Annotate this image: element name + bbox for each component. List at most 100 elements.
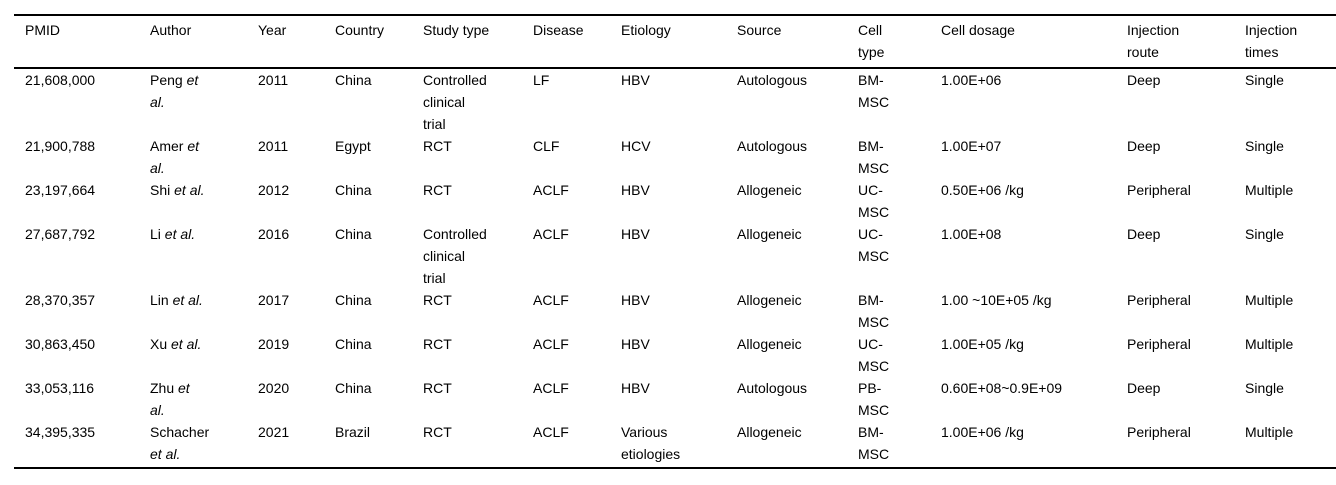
author-etal: et al. xyxy=(174,182,205,198)
cell-source: Autologous xyxy=(737,380,808,396)
cell-disease: LF xyxy=(533,72,550,88)
author-etal: et al. xyxy=(150,446,181,462)
cell-cell-dosage: 1.00E+07 xyxy=(941,138,1002,154)
author-etal: et al. xyxy=(172,292,203,308)
col-header-disease: Disease xyxy=(522,15,610,69)
table-row: 28,370,357 Lin et al. 2017 China RCT ACL… xyxy=(14,289,1336,333)
col-header-etiology: Etiology xyxy=(610,15,726,69)
table-row: 30,863,450 Xu et al. 2019 China RCT ACLF… xyxy=(14,333,1336,377)
cell-country: China xyxy=(335,226,372,242)
cell-study-type: RCT xyxy=(423,336,452,352)
author-name: Li xyxy=(150,226,161,242)
cell-cell-dosage: 1.00 ~10E+05 /kg xyxy=(941,292,1052,308)
studies-table: PMID Author Year Country Study type Dise… xyxy=(14,14,1336,469)
author-etal: et al. xyxy=(171,336,202,352)
cell-pmid: 30,863,450 xyxy=(25,336,96,352)
table-row: 21,900,788 Amer et al. 2011 Egypt RCT CLF… xyxy=(14,135,1336,179)
cell-injection-route: Peripheral xyxy=(1127,292,1191,308)
header-row: PMID Author Year Country Study type Dise… xyxy=(14,15,1336,69)
cell-study-type: Controlled clinical trial xyxy=(423,226,487,286)
author-al: al. xyxy=(150,94,165,110)
author-name: Amer xyxy=(150,138,184,154)
cell-injection-times: Single xyxy=(1245,380,1284,396)
table-row: 23,197,664 Shi et al. 2012 China RCT ACL… xyxy=(14,179,1336,223)
cell-disease: ACLF xyxy=(533,226,569,242)
cell-author: Amer et al. xyxy=(139,135,247,179)
author-et: et xyxy=(186,72,199,88)
cell-study-type: RCT xyxy=(423,182,452,198)
author-et: et xyxy=(178,380,190,396)
cell-cell-type: PB- MSC xyxy=(858,380,890,418)
cell-pmid: 28,370,357 xyxy=(25,292,96,308)
cell-etiology: HBV xyxy=(621,336,650,352)
cell-source: Autologous xyxy=(737,72,808,88)
cell-country: Brazil xyxy=(335,424,371,440)
col-header-cell-dosage: Cell dosage xyxy=(930,15,1116,69)
cell-country: China xyxy=(335,336,372,352)
cell-country: Egypt xyxy=(335,138,371,154)
cell-etiology: HCV xyxy=(621,138,651,154)
cell-author: Shi et al. xyxy=(139,179,247,223)
author-name: Schacher xyxy=(150,424,210,440)
cell-source: Allogeneic xyxy=(737,424,802,440)
cell-study-type: RCT xyxy=(423,380,452,396)
cell-source: Autologous xyxy=(737,138,808,154)
col-header-country: Country xyxy=(324,15,412,69)
cell-year: 2011 xyxy=(258,138,289,154)
cell-country: China xyxy=(335,380,372,396)
cell-etiology: HBV xyxy=(621,292,650,308)
cell-injection-route: Deep xyxy=(1127,138,1161,154)
cell-etiology: Various etiologies xyxy=(621,424,681,462)
cell-source: Allogeneic xyxy=(737,336,802,352)
cell-cell-type: BM- MSC xyxy=(858,138,890,176)
cell-study-type: RCT xyxy=(423,138,452,154)
cell-source: Allogeneic xyxy=(737,226,802,242)
cell-author: Li et al. xyxy=(139,223,247,289)
cell-cell-type: BM- MSC xyxy=(858,424,890,462)
cell-cell-dosage: 1.00E+06 xyxy=(941,72,1002,88)
col-header-pmid: PMID xyxy=(14,15,139,69)
author-name: Peng xyxy=(150,72,183,88)
table-row: 34,395,335 Schacher et al. 2021 Brazil RC… xyxy=(14,421,1336,468)
col-header-injection-times: Injection times xyxy=(1234,15,1336,69)
cell-cell-dosage: 0.50E+06 /kg xyxy=(941,182,1024,198)
cell-year: 2021 xyxy=(258,424,290,440)
cell-disease: CLF xyxy=(533,138,560,154)
cell-year: 2011 xyxy=(258,72,289,88)
cell-cell-type: BM- MSC xyxy=(858,292,890,330)
author-name: Lin xyxy=(150,292,169,308)
cell-cell-type: UC- MSC xyxy=(858,336,890,374)
cell-disease: ACLF xyxy=(533,380,569,396)
author-name: Zhu xyxy=(150,380,175,396)
cell-injection-times: Multiple xyxy=(1245,182,1294,198)
author-al: al. xyxy=(150,402,165,418)
table-row: 33,053,116 Zhu et al. 2020 China RCT ACLF… xyxy=(14,377,1336,421)
cell-disease: ACLF xyxy=(533,182,569,198)
cell-pmid: 34,395,335 xyxy=(25,424,96,440)
cell-year: 2019 xyxy=(258,336,290,352)
cell-injection-route: Peripheral xyxy=(1127,424,1191,440)
cell-etiology: HBV xyxy=(621,226,650,242)
cell-injection-times: Multiple xyxy=(1245,424,1294,440)
cell-injection-times: Single xyxy=(1245,138,1284,154)
cell-injection-times: Single xyxy=(1245,72,1284,88)
author-et: et xyxy=(187,138,200,154)
table-row: 27,687,792 Li et al. 2016 China Controll… xyxy=(14,223,1336,289)
col-header-study-type: Study type xyxy=(412,15,522,69)
cell-year: 2017 xyxy=(258,292,290,308)
author-etal: et al. xyxy=(164,226,196,242)
cell-author: Schacher et al. xyxy=(139,421,247,468)
cell-study-type: Controlled clinical trial xyxy=(423,72,487,132)
cell-author: Xu et al. xyxy=(139,333,247,377)
cell-injection-route: Deep xyxy=(1127,72,1161,88)
cell-pmid: 21,608,000 xyxy=(25,72,96,88)
cell-source: Allogeneic xyxy=(737,182,802,198)
cell-author: Lin et al. xyxy=(139,289,247,333)
cell-cell-type: UC- MSC xyxy=(858,226,890,264)
author-name: Xu xyxy=(150,336,168,352)
cell-injection-route: Deep xyxy=(1127,380,1161,396)
col-header-author: Author xyxy=(139,15,247,69)
cell-year: 2016 xyxy=(258,226,290,242)
cell-year: 2012 xyxy=(258,182,290,198)
